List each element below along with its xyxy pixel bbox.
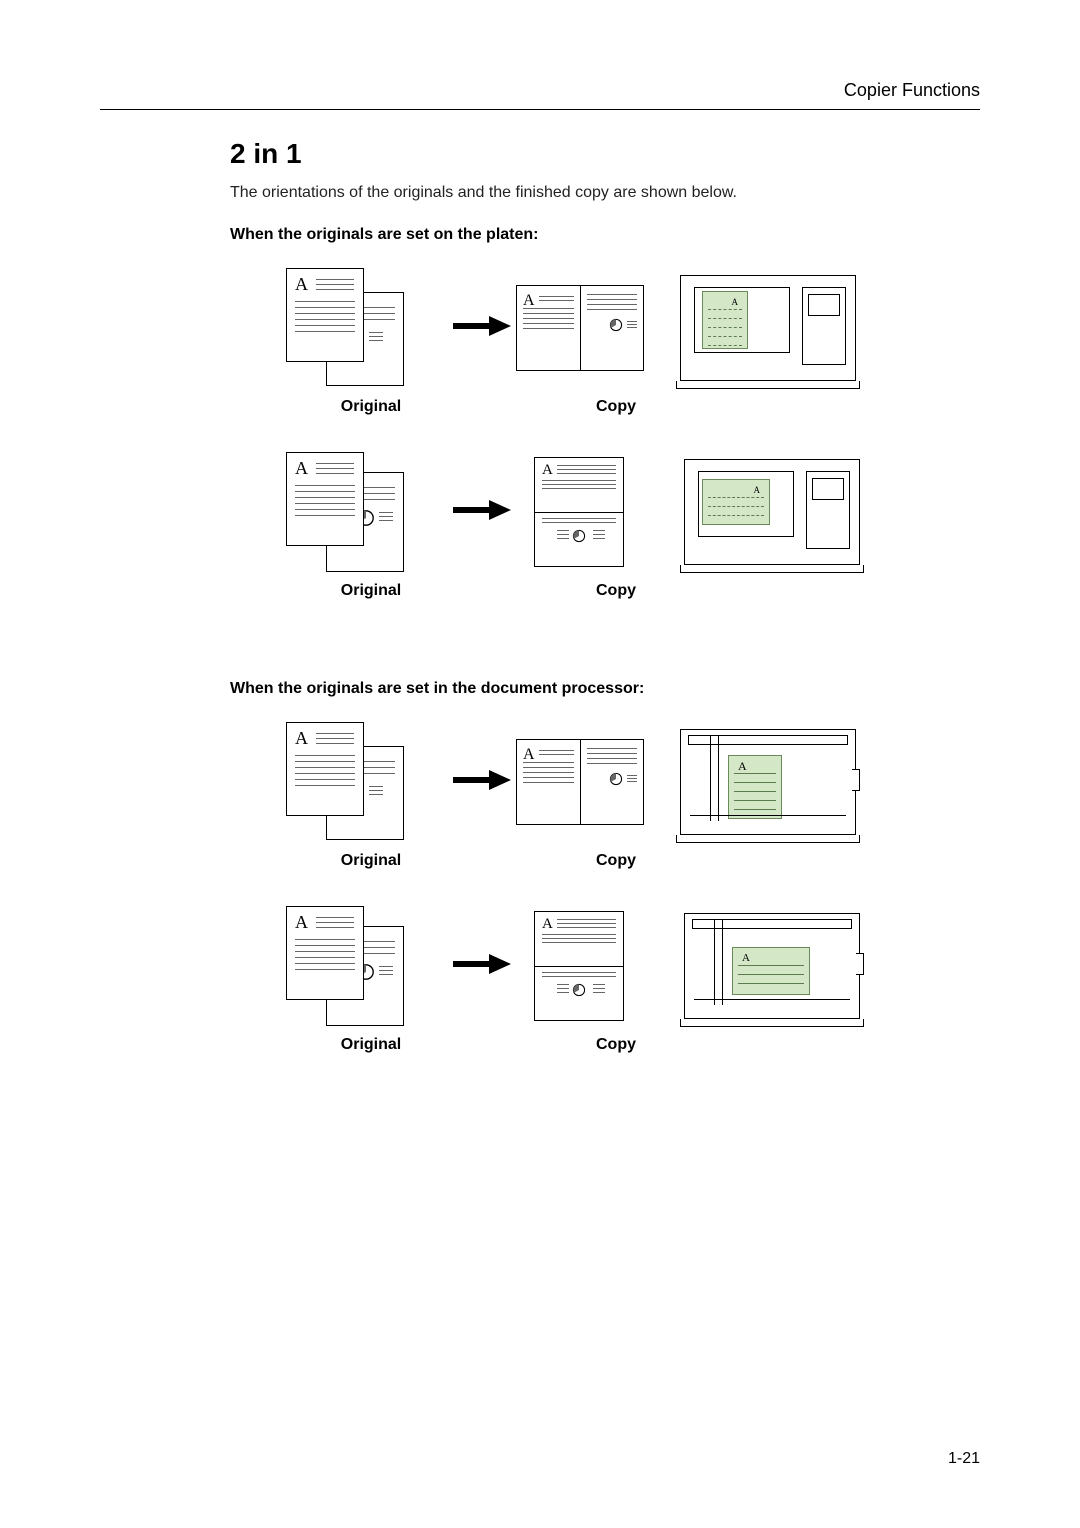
label-row: Original Copy: [286, 852, 980, 870]
letter-glyph: A: [295, 731, 308, 745]
letter-glyph: A: [732, 297, 739, 307]
pie-icon: [609, 772, 623, 786]
diagram-row: A A: [286, 722, 980, 842]
label-copy: Copy: [546, 582, 686, 600]
original-page-front: A: [286, 722, 364, 816]
copy-landscape-2up: A: [516, 285, 644, 371]
label-original: Original: [286, 582, 456, 600]
pie-icon: [572, 529, 586, 543]
label-row: Original Copy: [286, 398, 980, 416]
platen-device: A: [684, 459, 860, 565]
arrow-icon: [446, 769, 516, 796]
label-copy: Copy: [546, 398, 686, 416]
intro-text: The orientations of the originals and th…: [230, 184, 980, 202]
label-copy: Copy: [546, 852, 686, 870]
diagram-row: A A: [286, 268, 980, 388]
copy-landscape-2up: A: [516, 739, 644, 825]
letter-glyph: A: [542, 463, 553, 477]
letter-glyph: A: [295, 915, 308, 929]
page-title: 2 in 1: [230, 138, 980, 170]
original-stack: A: [286, 452, 416, 572]
subhead-platen: When the originals are set on the platen…: [230, 226, 980, 244]
letter-glyph: A: [523, 294, 535, 308]
copy-portrait-2up: A: [534, 911, 624, 1021]
manual-page: Copier Functions 2 in 1 The orientations…: [0, 0, 1080, 1528]
pie-icon: [572, 983, 586, 997]
platen-device: A: [680, 275, 856, 381]
header-section-label: Copier Functions: [100, 80, 980, 110]
copy-portrait-2up: A: [534, 457, 624, 567]
letter-glyph: A: [742, 952, 750, 964]
letter-glyph: A: [295, 461, 308, 475]
original-page-front: A: [286, 452, 364, 546]
letter-glyph: A: [738, 759, 747, 774]
label-copy: Copy: [546, 1036, 686, 1054]
content-column: 2 in 1 The orientations of the originals…: [100, 138, 980, 1054]
arrow-icon: [446, 953, 516, 980]
original-page-front: A: [286, 906, 364, 1000]
subhead-adf: When the originals are set in the docume…: [230, 680, 980, 698]
diagram-platen: A A: [230, 268, 980, 600]
diagram-row: A A: [286, 452, 980, 572]
original-stack: A: [286, 906, 416, 1026]
letter-glyph: A: [523, 748, 535, 762]
label-row: Original Copy: [286, 582, 980, 600]
arrow-icon: [446, 499, 516, 526]
page-number: 1-21: [948, 1450, 980, 1468]
diagram-row: A A: [286, 906, 980, 1026]
arrow-icon: [446, 315, 516, 342]
adf-device: A: [680, 729, 856, 835]
original-stack: A: [286, 722, 416, 842]
label-original: Original: [286, 1036, 456, 1054]
letter-glyph: A: [542, 917, 553, 931]
diagram-adf: A A: [230, 722, 980, 1054]
original-page-front: A: [286, 268, 364, 362]
letter-glyph: A: [754, 485, 761, 495]
letter-glyph: A: [295, 277, 308, 291]
label-row: Original Copy: [286, 1036, 980, 1054]
label-original: Original: [286, 398, 456, 416]
adf-device: A: [684, 913, 860, 1019]
original-stack: A: [286, 268, 416, 388]
label-original: Original: [286, 852, 456, 870]
pie-icon: [609, 318, 623, 332]
